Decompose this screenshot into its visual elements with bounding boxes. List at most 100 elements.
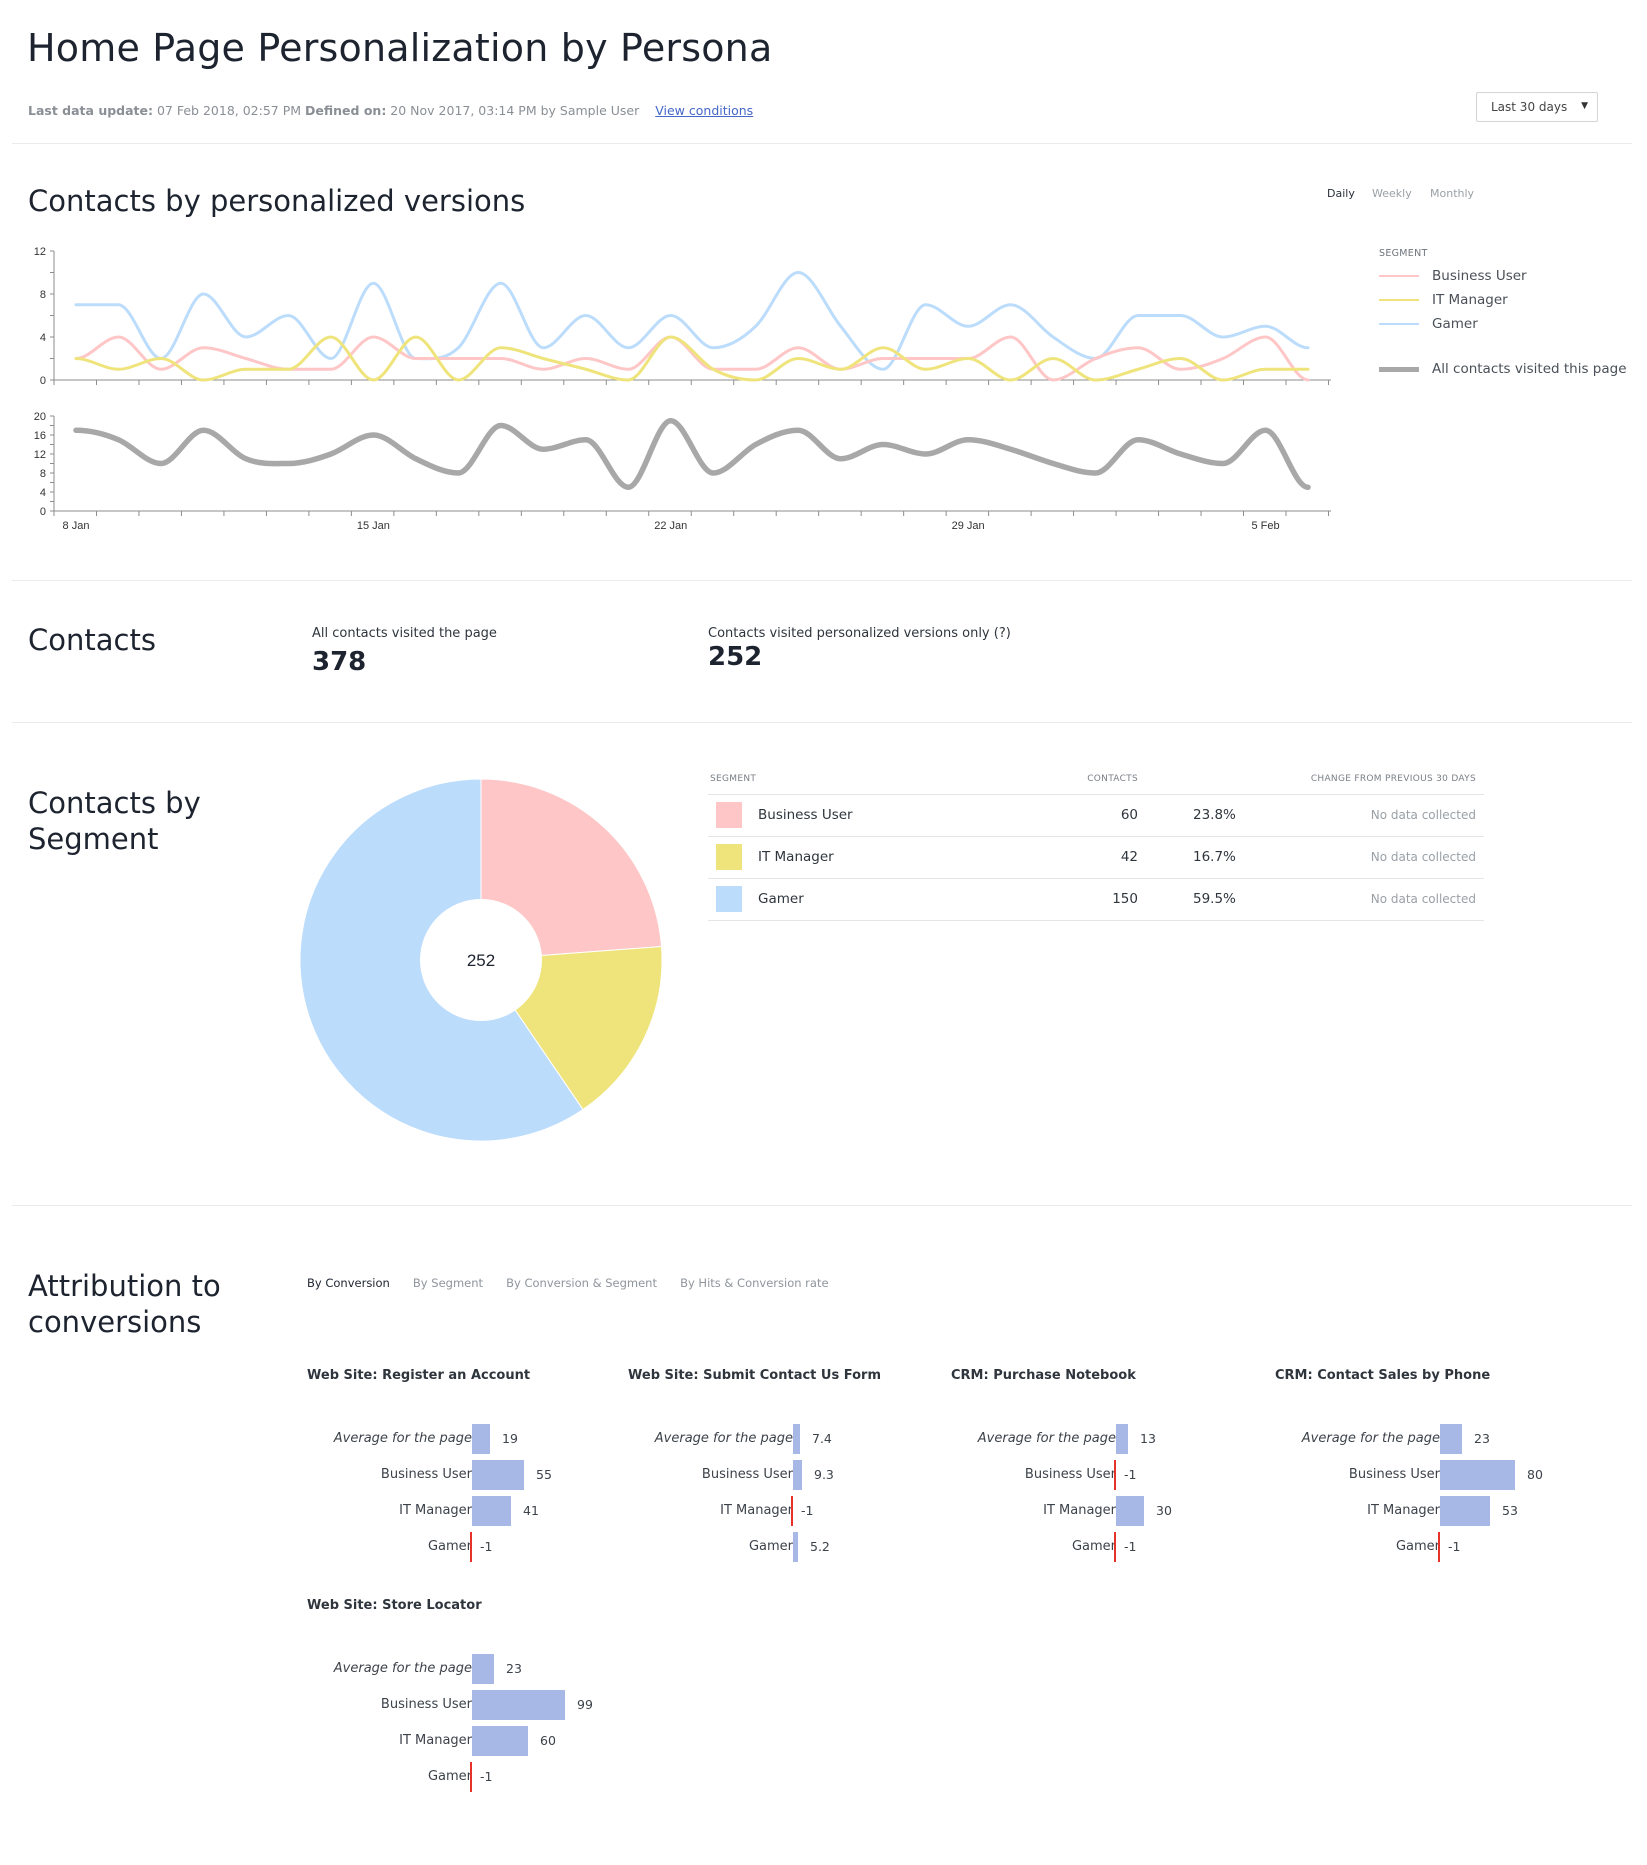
y-tick-label: 12 xyxy=(34,246,46,258)
tab-by-segment[interactable]: By Segment xyxy=(412,1276,484,1290)
legend-item-it-manager[interactable]: IT Manager xyxy=(1379,291,1508,309)
view-conditions-link[interactable]: View conditions xyxy=(655,103,754,118)
table-row: Gamer 150 59.5% No data collected xyxy=(708,878,1484,921)
value-bar xyxy=(472,1726,528,1756)
bar-row: IT Manager -1 xyxy=(628,1496,950,1526)
page-title: Home Page Personalization by Persona xyxy=(27,26,773,70)
bar-row: Business User 99 xyxy=(307,1690,629,1720)
date-range-select[interactable]: Last 30 days ▼ xyxy=(1476,92,1598,122)
tab-by-conversion[interactable]: By Conversion xyxy=(307,1276,390,1290)
bar-value: -1 xyxy=(480,1539,493,1554)
panel-title: Web Site: Store Locator xyxy=(307,1598,482,1613)
personalized-contacts-label[interactable]: Contacts visited personalized versions o… xyxy=(708,626,1011,641)
attribution-tabs: By Conversion By Segment By Conversion &… xyxy=(307,1272,829,1291)
value-bar xyxy=(472,1654,494,1684)
negative-bar xyxy=(791,1496,793,1526)
panel-title: Web Site: Register an Account xyxy=(307,1368,531,1383)
bar-row: IT Manager 53 xyxy=(1275,1496,1597,1526)
page-meta: Last data update: 07 Feb 2018, 02:57 PM … xyxy=(28,103,753,118)
bar-row: Average for the page 23 xyxy=(307,1654,629,1684)
attribution-title-line2: conversions xyxy=(28,1305,202,1339)
legend-label: IT Manager xyxy=(1432,292,1508,308)
bar-row: IT Manager 60 xyxy=(307,1726,629,1756)
bar-label: Gamer xyxy=(427,1539,472,1554)
bar-label: Gamer xyxy=(1071,1539,1116,1554)
bar-label: Gamer xyxy=(427,1769,472,1784)
bar-label: Business User xyxy=(1348,1467,1440,1482)
legend-item-business-user[interactable]: Business User xyxy=(1379,267,1527,285)
date-range-value: Last 30 days xyxy=(1491,100,1568,114)
x-tick-label: 15 Jan xyxy=(357,520,390,532)
bar-value: 41 xyxy=(523,1503,539,1518)
segment-contacts: 42 xyxy=(1038,836,1138,879)
legend-swatch xyxy=(1379,366,1419,372)
contacts-line-chart: 0 4 8 12 0 4 8 12 16 20 8 Jan 15 Jan 22 Jan 29 Jan 5 F… xyxy=(34,246,1331,532)
bar-value: -1 xyxy=(1448,1539,1461,1554)
legend-item-gamer[interactable]: Gamer xyxy=(1379,315,1478,333)
bar-value: 23 xyxy=(1474,1431,1490,1446)
col-percent xyxy=(1138,770,1258,795)
pie-slice-business-user xyxy=(480,778,663,961)
x-tick-label: 29 Jan xyxy=(952,520,985,532)
negative-bar xyxy=(1438,1532,1440,1562)
attribution-panel: CRM: Purchase Notebook Average for the pa… xyxy=(951,1368,1273,1562)
attribution-panel: Web Site: Store Locator Average for the p… xyxy=(307,1598,629,1792)
defined-on-label: Defined on: xyxy=(305,103,387,118)
bar-row: Business User 55 xyxy=(307,1460,629,1490)
tab-by-conversion-and-segment[interactable]: By Conversion & Segment xyxy=(506,1276,657,1290)
segment-title-line2: Segment xyxy=(28,822,159,856)
bar-label: Business User xyxy=(701,1467,793,1482)
col-change: CHANGE FROM PREVIOUS 30 DAYS xyxy=(1258,770,1484,795)
y-tick-label: 16 xyxy=(34,430,46,442)
bar-row: Average for the page 13 xyxy=(951,1424,1273,1454)
legend-swatch xyxy=(1379,299,1419,301)
bar-label: IT Manager xyxy=(720,1503,793,1518)
bar-row: Business User 80 xyxy=(1275,1460,1597,1490)
segment-name: Gamer xyxy=(758,891,804,907)
bar-label: Gamer xyxy=(748,1539,793,1554)
legend-label: All contacts visited this page xyxy=(1432,361,1627,377)
bar-row: Gamer -1 xyxy=(951,1532,1273,1562)
segment-title-line1: Contacts by xyxy=(28,786,201,820)
value-bar xyxy=(793,1424,800,1454)
y-tick-label: 8 xyxy=(40,289,46,301)
granularity-daily[interactable]: Daily xyxy=(1327,187,1355,200)
value-bar xyxy=(1440,1460,1515,1490)
granularity-monthly[interactable]: Monthly xyxy=(1430,187,1475,200)
section-divider xyxy=(12,722,1632,723)
legend-heading: SEGMENT xyxy=(1379,248,1428,259)
bar-value: -1 xyxy=(480,1769,493,1784)
x-tick-label: 8 Jan xyxy=(63,520,90,532)
attribution-panel: Web Site: Submit Contact Us Form Average … xyxy=(628,1368,950,1562)
x-tick-label: 5 Feb xyxy=(1251,520,1279,532)
y-tick-label: 4 xyxy=(40,332,46,344)
panel-title: Web Site: Submit Contact Us Form xyxy=(628,1368,881,1383)
y-tick-label: 4 xyxy=(40,487,46,499)
segment-swatch xyxy=(716,844,742,870)
bar-value: 9.3 xyxy=(814,1467,834,1482)
segment-name-cell: Business User xyxy=(708,794,1038,837)
legend-item-all-contacts[interactable]: All contacts visited this page xyxy=(1379,360,1627,378)
segment-name: Business User xyxy=(758,807,853,823)
y-tick-label: 8 xyxy=(40,468,46,480)
bar-value: 60 xyxy=(540,1733,556,1748)
bar-row: Gamer 5.2 xyxy=(628,1532,950,1562)
bar-value: 30 xyxy=(1156,1503,1172,1518)
value-bar xyxy=(1440,1496,1490,1526)
attribution-panel: Web Site: Register an Account Average for… xyxy=(307,1368,629,1562)
bar-value: 55 xyxy=(536,1467,552,1482)
bar-label: Business User xyxy=(380,1697,472,1712)
bar-label: IT Manager xyxy=(1367,1503,1440,1518)
segment-percent: 23.8% xyxy=(1138,794,1258,837)
granularity-weekly[interactable]: Weekly xyxy=(1372,187,1412,200)
section-divider xyxy=(12,580,1632,581)
attribution-panel: CRM: Contact Sales by Phone Average for t… xyxy=(1275,1368,1597,1562)
segment-change: No data collected xyxy=(1258,836,1484,879)
attribution-section-title: Attribution to conversions xyxy=(28,1268,221,1340)
y-tick-label: 0 xyxy=(40,506,46,518)
tab-by-hits-and-conversion-rate[interactable]: By Hits & Conversion rate xyxy=(680,1276,829,1290)
segment-swatch xyxy=(716,886,742,912)
bar-row: Gamer -1 xyxy=(307,1762,629,1792)
bar-value: 99 xyxy=(577,1697,593,1712)
bar-label: Business User xyxy=(380,1467,472,1482)
